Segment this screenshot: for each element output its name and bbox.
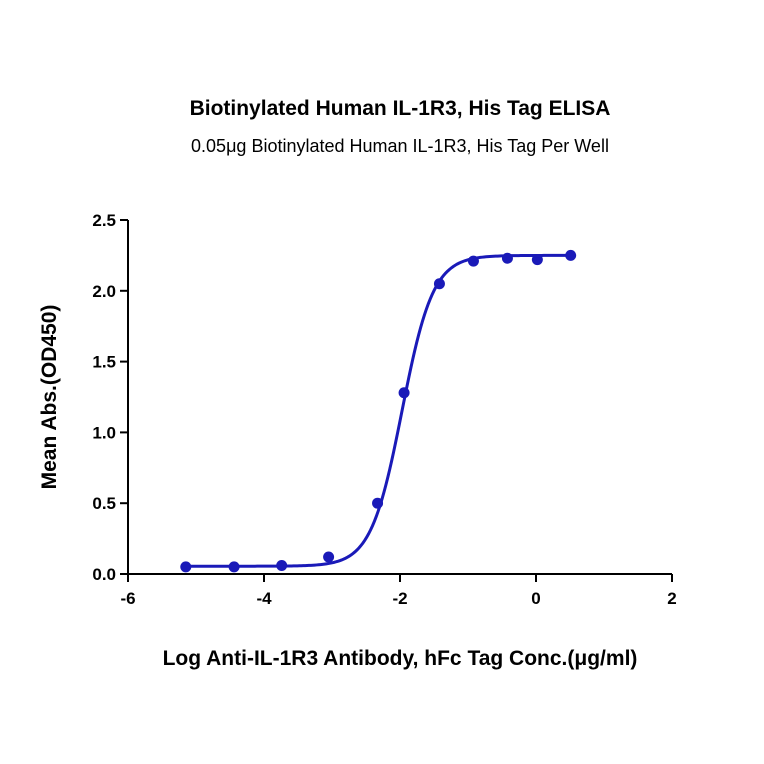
fit-curve-line (185, 253, 571, 568)
data-point (433, 278, 445, 290)
y-tick-label: 2.5 (92, 211, 116, 230)
y-axis-ticks: 0.0 0.5 1.0 1.5 2.0 2.5 (92, 211, 128, 584)
data-point (531, 254, 543, 266)
y-axis-label: Mean Abs.(OD450) (38, 305, 61, 490)
data-point (565, 249, 577, 261)
data-point (323, 551, 335, 563)
chart-subtitle: 0.05μg Biotinylated Human IL-1R3, His Ta… (191, 136, 609, 156)
data-point (467, 255, 479, 267)
x-tick-label: -6 (120, 589, 135, 608)
data-point (372, 497, 384, 509)
x-tick-label: -4 (256, 589, 272, 608)
y-tick-label: 2.0 (92, 282, 116, 301)
chart-title: Biotinylated Human IL-1R3, His Tag ELISA (190, 97, 611, 120)
data-point (501, 252, 513, 264)
data-point (228, 561, 240, 573)
data-point (398, 387, 410, 399)
y-tick-label: 1.0 (92, 423, 116, 442)
data-point (180, 561, 192, 573)
data-point (276, 560, 288, 572)
x-axis-label: Log Anti-IL-1R3 Antibody, hFc Tag Conc.(… (163, 647, 638, 670)
x-tick-label: 0 (531, 589, 540, 608)
y-tick-label: 0.0 (92, 565, 116, 584)
x-tick-label: -2 (392, 589, 407, 608)
x-axis-ticks: -6 -4 -2 0 2 (120, 574, 677, 608)
y-tick-label: 0.5 (92, 494, 116, 513)
x-tick-label: 2 (667, 589, 676, 608)
y-tick-label: 1.5 (92, 353, 116, 372)
data-points (180, 249, 577, 573)
